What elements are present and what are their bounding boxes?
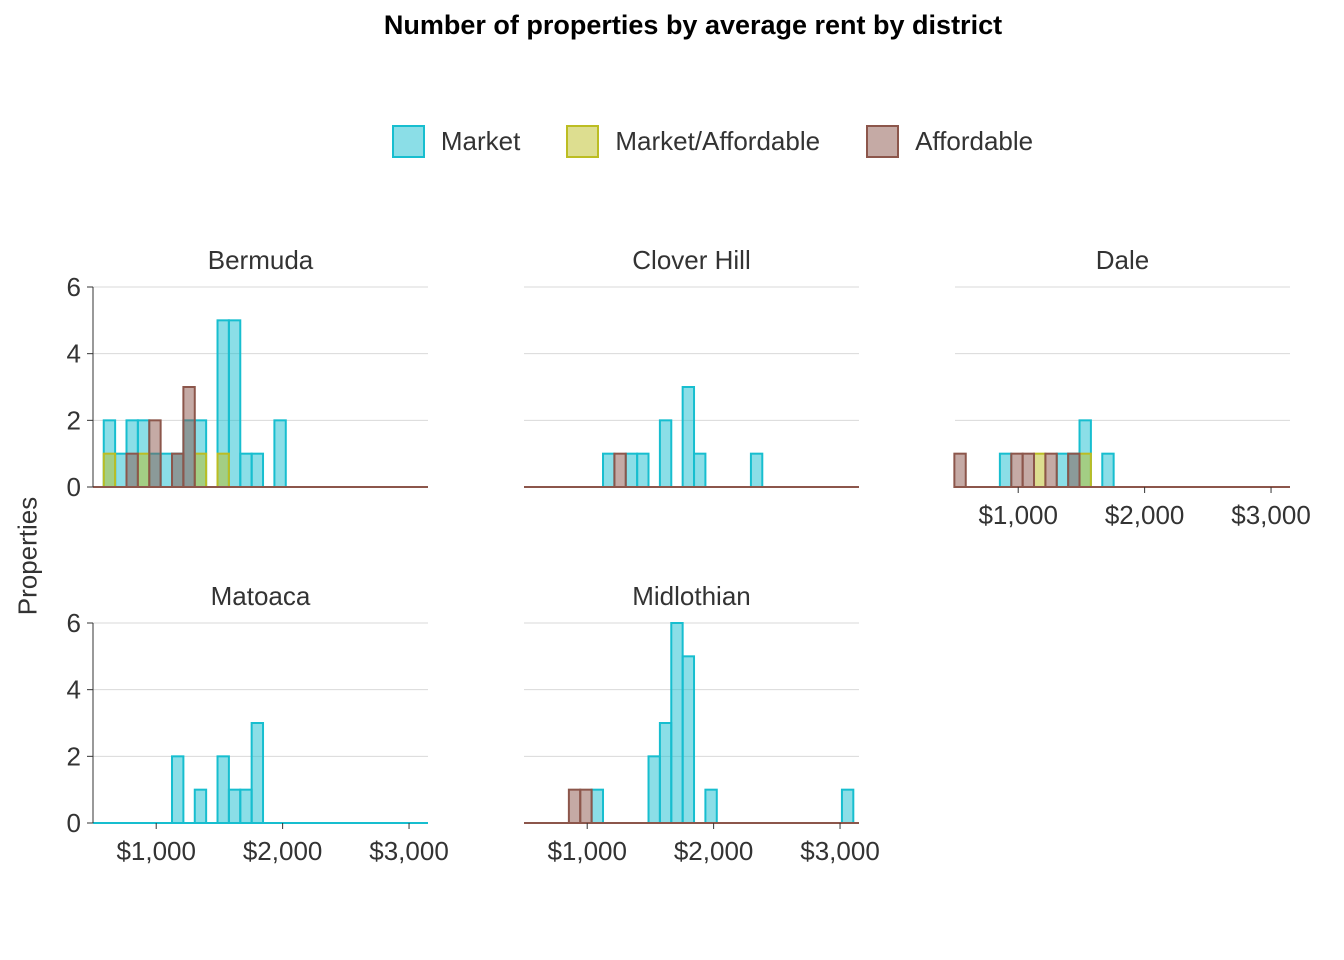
legend: Market Market/Affordable Affordable: [0, 125, 1344, 158]
bar-midlothian-affordable-990[interactable]: [579, 788, 593, 825]
legend-item-affordable[interactable]: Affordable: [866, 125, 1033, 158]
bar-bermuda-affordable-1260[interactable]: [182, 386, 196, 488]
panel-clover-hill: Clover Hill: [524, 245, 859, 489]
bar-dale-affordable-1080[interactable]: [1021, 452, 1036, 488]
bar-clover-hill-market-1620[interactable]: [658, 419, 673, 489]
x-tick-label-dale-2000: $2,000: [1105, 500, 1185, 530]
bar-bermuda-affordable-810[interactable]: [125, 452, 139, 488]
panel-title-clover-hill: Clover Hill: [632, 245, 750, 275]
bar-dale-market-900[interactable]: [998, 452, 1013, 488]
bar-matoaca-market-1620[interactable]: [227, 788, 242, 825]
bar-midlothian-market-1620[interactable]: [658, 722, 673, 824]
bar-matoaca-market-1800[interactable]: [250, 722, 265, 824]
bar-bermuda-market-affordable-900[interactable]: [136, 452, 151, 488]
bar-bermuda-market-affordable-1530[interactable]: [216, 452, 230, 488]
bar-dale-market-affordable-1530[interactable]: [1078, 452, 1092, 488]
x-tick-label-midlothian-2000: $2,000: [674, 836, 754, 866]
y-tick-label-matoaca-0: 0: [67, 808, 81, 838]
y-tick-label-bermuda-4: 4: [67, 339, 81, 369]
x-tick-label-midlothian-3000: $3,000: [800, 836, 880, 866]
bar-bermuda-market-1080[interactable]: [159, 452, 174, 488]
legend-label-market-affordable: Market/Affordable: [615, 126, 821, 156]
bar-dale-affordable-990[interactable]: [1010, 452, 1024, 488]
bar-dale-affordable-1260[interactable]: [1044, 452, 1058, 488]
bar-midlothian-market-1080[interactable]: [590, 788, 605, 825]
bar-clover-hill-market-1170[interactable]: [602, 452, 616, 488]
bar-midlothian-affordable-900[interactable]: [567, 788, 582, 825]
y-tick-label-bermuda-2: 2: [67, 405, 81, 435]
legend-item-market[interactable]: Market: [391, 125, 521, 158]
y-tick-label-matoaca-6: 6: [67, 608, 81, 638]
bar-clover-hill-market-1800[interactable]: [681, 386, 696, 488]
bar-matoaca-market-1710[interactable]: [239, 788, 253, 825]
x-tick-label-dale-1000: $1,000: [978, 500, 1058, 530]
panel-title-bermuda: Bermuda: [208, 245, 314, 275]
legend-swatch-market: [391, 125, 425, 158]
panel-title-midlothian: Midlothian: [632, 581, 751, 611]
x-tick-label-dale-3000: $3,000: [1231, 500, 1311, 530]
bar-dale-market-1350[interactable]: [1055, 452, 1070, 488]
bar-dale-affordable-540[interactable]: [953, 452, 967, 488]
bar-bermuda-market-1620[interactable]: [227, 319, 242, 489]
bar-dale-affordable-1440[interactable]: [1067, 452, 1081, 488]
bar-matoaca-market-1350[interactable]: [193, 788, 208, 825]
bar-midlothian-market-1800[interactable]: [681, 655, 696, 824]
legend-swatch-affordable: [866, 125, 900, 158]
legend-item-market-affordable[interactable]: Market/Affordable: [566, 125, 820, 158]
bar-clover-hill-affordable-1260[interactable]: [613, 452, 627, 488]
bar-clover-hill-market-2340[interactable]: [749, 452, 764, 488]
bar-bermuda-affordable-990[interactable]: [148, 419, 162, 489]
bar-midlothian-market-1530[interactable]: [647, 755, 661, 824]
bar-midlothian-market-1980[interactable]: [704, 788, 718, 825]
legend-label-market: Market: [440, 126, 521, 156]
x-tick-label-matoaca-1000: $1,000: [116, 836, 196, 866]
bar-bermuda-market-1710[interactable]: [239, 452, 253, 488]
y-tick-label-bermuda-0: 0: [67, 472, 81, 502]
panel-midlothian: Midlothian $1,000 $2,000 $3,000: [524, 581, 880, 866]
bar-midlothian-market-3060[interactable]: [840, 788, 855, 825]
panel-matoaca: Matoaca 0 2 4 6 $1,000 $2,000 $3,000: [67, 581, 449, 866]
bar-dale-market-1710[interactable]: [1101, 452, 1115, 488]
y-tick-label-matoaca-4: 4: [67, 675, 81, 705]
legend-label-affordable: Affordable: [915, 126, 1034, 156]
y-tick-label-matoaca-2: 2: [67, 741, 81, 771]
panel-bermuda: Bermuda 0 2 4 6: [67, 245, 428, 502]
panel-title-dale: Dale: [1096, 245, 1149, 275]
bar-matoaca-market-1530[interactable]: [216, 755, 230, 824]
bar-midlothian-market-1710[interactable]: [670, 622, 684, 824]
bar-clover-hill-market-1440[interactable]: [636, 452, 650, 488]
bar-bermuda-market-affordable-630[interactable]: [102, 452, 117, 488]
panel-dale: Dale $1,000 $2,000 $3,000: [953, 245, 1311, 530]
bar-dale-market-affordable-1170[interactable]: [1033, 452, 1047, 488]
bar-clover-hill-market-1350[interactable]: [624, 452, 639, 488]
bar-bermuda-market-1800[interactable]: [250, 452, 265, 488]
chart-title: Number of properties by average rent by …: [383, 10, 1003, 40]
bar-bermuda-market-affordable-1350[interactable]: [193, 452, 208, 488]
bar-matoaca-market-1170[interactable]: [171, 755, 185, 824]
bar-bermuda-market-720[interactable]: [114, 452, 128, 488]
legend-swatch-market-affordable: [566, 125, 600, 158]
panel-title-matoaca: Matoaca: [211, 581, 311, 611]
bar-bermuda-affordable-1170[interactable]: [171, 452, 185, 488]
bar-bermuda-market-1980[interactable]: [273, 419, 287, 489]
x-tick-label-midlothian-1000: $1,000: [547, 836, 627, 866]
bar-clover-hill-market-1890[interactable]: [693, 452, 707, 488]
y-tick-label-bermuda-6: 6: [67, 272, 81, 302]
x-tick-label-matoaca-3000: $3,000: [369, 836, 449, 866]
x-tick-label-matoaca-2000: $2,000: [243, 836, 323, 866]
